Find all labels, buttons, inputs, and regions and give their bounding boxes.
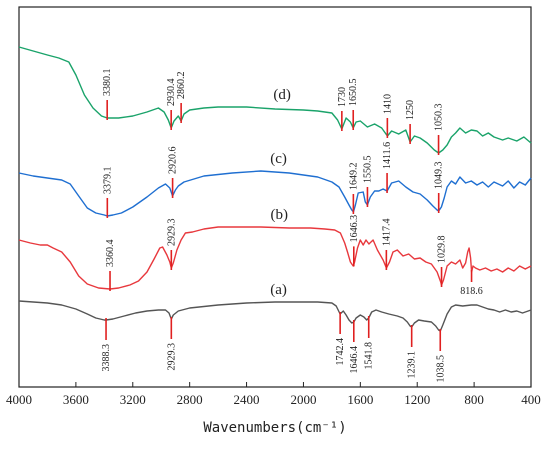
- peak-label: 1649.2: [348, 163, 359, 191]
- series-line-d: [18, 46, 532, 154]
- x-tick-label: 800: [464, 392, 484, 407]
- x-axis-ticks: 4000 3600 3200 2800 2400 2000 1600 1200 800 400: [6, 382, 541, 407]
- peak-label: 1050.3: [434, 104, 445, 132]
- curve-label-c: (c): [270, 151, 287, 167]
- series-layer: (d) (c) (b) (a): [18, 46, 532, 332]
- peak-label: 2920.6: [168, 147, 179, 175]
- curve-label-b: (b): [271, 207, 289, 223]
- peak-label: 1029.8: [437, 236, 448, 264]
- series-line-a: [18, 300, 532, 332]
- peak-label: 2929.3: [166, 219, 177, 247]
- peak-label: 1646.4: [349, 346, 360, 374]
- peak-label: 3379.1: [102, 166, 113, 194]
- peak-label: 1550.5: [362, 156, 373, 184]
- peak-label: 1730: [337, 87, 348, 107]
- x-tick-label: 2800: [177, 392, 203, 407]
- peak-label: 3380.1: [102, 69, 113, 97]
- series-line-c: [18, 170, 532, 217]
- peak-label: 1410: [382, 94, 393, 114]
- x-tick-label: 4000: [6, 392, 32, 407]
- peak-label: 1742.4: [335, 338, 346, 366]
- peak-label: 1239.1: [407, 351, 418, 379]
- peak-label: 1417.4: [381, 219, 392, 247]
- peak-label: 2860.2: [176, 72, 187, 100]
- peak-label: 1646.3: [349, 215, 360, 243]
- x-tick-label: 1600: [347, 392, 373, 407]
- peak-label: 1650.5: [348, 79, 359, 107]
- peak-label: 2930.4: [166, 79, 177, 107]
- curve-label-d: (d): [273, 87, 291, 103]
- plot-frame: [18, 6, 532, 388]
- peak-label: 1411.6: [382, 142, 393, 169]
- peak-label: 3360.4: [105, 240, 116, 268]
- peak-label: 1038.5: [435, 355, 446, 383]
- series-line-b: [18, 226, 532, 290]
- peak-label: 2929.3: [166, 343, 177, 371]
- x-axis-title: Wavenumbers(cm⁻¹): [203, 420, 346, 436]
- peak-label: 1250: [405, 100, 416, 120]
- x-tick-label: 2000: [290, 392, 316, 407]
- x-tick-label: 400: [521, 392, 541, 407]
- peak-label: 1541.8: [364, 342, 375, 370]
- x-tick-label: 1200: [404, 392, 430, 407]
- x-tick-label: 3600: [63, 392, 89, 407]
- x-tick-label: 2400: [234, 392, 260, 407]
- curve-label-a: (a): [270, 282, 287, 298]
- x-tick-label: 3200: [120, 392, 146, 407]
- peak-label: 1049.3: [434, 162, 445, 190]
- peak-label: 818.6: [460, 286, 483, 297]
- peak-label: 3388.3: [101, 344, 112, 372]
